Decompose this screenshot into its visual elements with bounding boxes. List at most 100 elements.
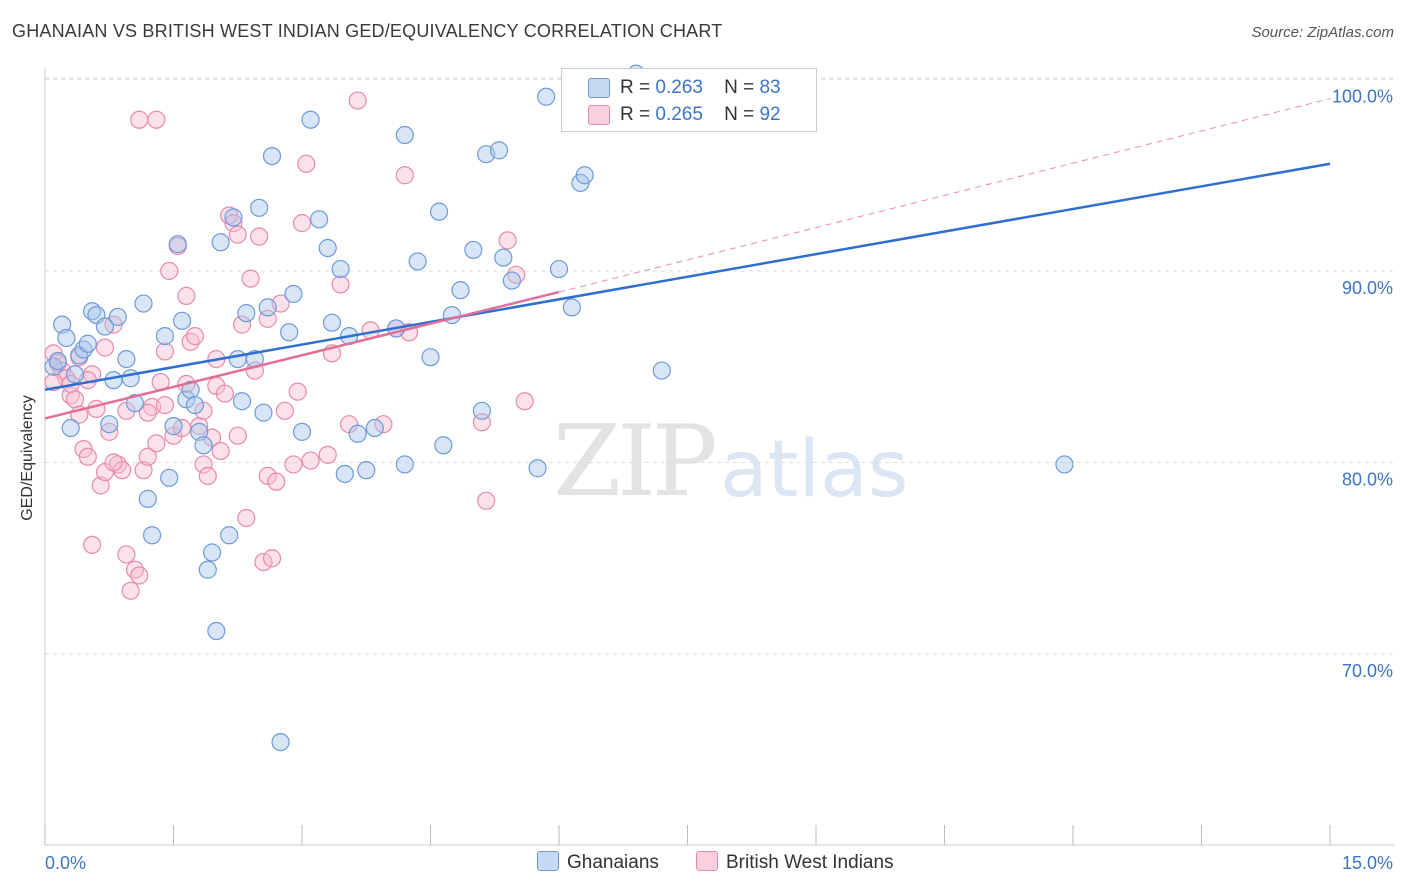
- bottom-legend-label-british-west-indians: British West Indians: [726, 852, 894, 873]
- data-point-ghanaians: [117, 349, 136, 369]
- british-west-indians-points: [44, 91, 534, 600]
- data-point-ghanaians: [211, 233, 230, 252]
- data-point-british-west-indians: [215, 384, 234, 403]
- data-point-ghanaians: [160, 468, 179, 487]
- x-tick-label: 0.0%: [45, 853, 86, 873]
- data-point-british-west-indians: [224, 214, 243, 233]
- data-point-ghanaians: [421, 348, 440, 367]
- data-point-british-west-indians: [95, 338, 115, 357]
- data-point-british-west-indians: [262, 549, 282, 568]
- data-point-ghanaians: [395, 125, 414, 145]
- data-point-ghanaians: [185, 395, 205, 415]
- data-point-ghanaians: [310, 210, 329, 229]
- trend-line-ghanaians: [44, 162, 1331, 391]
- data-point-british-west-indians: [284, 455, 303, 474]
- data-point-british-west-indians: [395, 166, 414, 185]
- legend-n-value-british-west-indians: 92: [759, 104, 781, 125]
- data-point-ghanaians: [220, 526, 239, 545]
- bottom-legend-british-west-indians[interactable]: British West Indians: [696, 851, 894, 874]
- bottom-legend-swatch-british-west-indians: [696, 851, 718, 871]
- data-point-ghanaians: [348, 424, 367, 443]
- data-point-ghanaians: [232, 392, 252, 411]
- data-point-british-west-indians: [241, 269, 260, 288]
- legend-n-value-ghanaians: 83: [759, 77, 781, 98]
- y-tick-label: 90.0%: [1342, 278, 1393, 298]
- data-point-ghanaians: [224, 208, 243, 227]
- data-point-ghanaians: [322, 313, 342, 332]
- data-point-british-west-indians: [297, 154, 316, 173]
- data-point-ghanaians: [138, 489, 157, 508]
- data-point-british-west-indians: [155, 395, 175, 415]
- chart-title: GHANAIAN VS BRITISH WEST INDIAN GED/EQUI…: [12, 21, 723, 41]
- data-point-ghanaians: [335, 464, 354, 484]
- bottom-legend-swatch-ghanaians: [537, 851, 559, 871]
- y-tick-label: 80.0%: [1342, 470, 1393, 490]
- data-point-british-west-indians: [211, 441, 230, 461]
- data-point-ghanaians: [494, 248, 513, 267]
- data-point-british-west-indians: [288, 382, 307, 401]
- data-point-ghanaians: [95, 317, 115, 336]
- bottom-legend-ghanaians[interactable]: Ghanaians: [537, 851, 659, 874]
- data-point-british-west-indians: [147, 434, 166, 453]
- axes: [44, 68, 1395, 846]
- data-point-ghanaians: [250, 198, 269, 217]
- data-point-ghanaians: [489, 141, 509, 160]
- data-point-british-west-indians: [100, 422, 119, 441]
- data-point-british-west-indians: [134, 461, 153, 480]
- ghanaians-points: [44, 64, 1074, 752]
- trend-line-british-west-indians-extension: [558, 98, 1331, 293]
- data-point-ghanaians: [207, 621, 226, 641]
- data-point-ghanaians: [194, 436, 213, 455]
- source-label: Source: ZipAtlas.com: [1251, 24, 1394, 41]
- watermark-atlas: atlas: [720, 425, 909, 515]
- data-point-ghanaians: [284, 284, 303, 304]
- data-point-british-west-indians: [130, 566, 149, 585]
- data-point-british-west-indians: [160, 261, 179, 281]
- data-point-ghanaians: [100, 415, 119, 434]
- legend-r-label: R =: [620, 77, 651, 98]
- data-point-british-west-indians: [83, 535, 102, 554]
- data-point-british-west-indians: [87, 399, 106, 418]
- data-point-british-west-indians: [65, 390, 85, 409]
- data-point-british-west-indians: [194, 455, 213, 474]
- data-point-ghanaians: [357, 461, 376, 480]
- data-point-british-west-indians: [267, 472, 286, 491]
- y-axis-label: GED/Equivalency: [19, 395, 36, 520]
- data-point-british-west-indians: [498, 231, 517, 250]
- data-point-ghanaians: [271, 732, 290, 752]
- data-point-ghanaians: [395, 455, 414, 474]
- data-point-british-west-indians: [138, 403, 157, 422]
- data-point-british-west-indians: [198, 466, 217, 486]
- data-point-ghanaians: [125, 394, 145, 413]
- data-point-british-west-indians: [515, 392, 534, 411]
- data-point-ghanaians: [53, 315, 72, 334]
- data-point-ghanaians: [528, 459, 547, 478]
- axis-labels: 70.0% 80.0% 90.0% 100.0% 0.0% 15.0% GED/Equiva…: [19, 87, 1393, 874]
- data-point-ghanaians: [142, 526, 162, 545]
- legend-r-value-british-west-indians: 0.265: [655, 104, 703, 125]
- data-point-ghanaians: [408, 252, 427, 271]
- data-point-ghanaians: [155, 327, 175, 346]
- data-point-ghanaians: [164, 417, 183, 436]
- data-point-ghanaians: [472, 401, 491, 420]
- data-point-british-west-indians: [250, 227, 269, 246]
- data-point-ghanaians: [198, 560, 217, 579]
- data-point-ghanaians: [190, 422, 209, 441]
- data-point-ghanaians: [429, 202, 449, 221]
- data-point-british-west-indians: [185, 327, 205, 346]
- data-point-ghanaians: [65, 365, 85, 384]
- data-point-british-west-indians: [130, 110, 149, 129]
- data-point-ghanaians: [1055, 455, 1074, 474]
- data-point-british-west-indians: [232, 315, 252, 334]
- data-point-ghanaians: [254, 403, 273, 422]
- y-tick-label: 70.0%: [1342, 661, 1393, 681]
- data-point-ghanaians: [331, 259, 350, 279]
- data-point-ghanaians: [168, 235, 187, 254]
- data-point-ghanaians: [61, 418, 80, 438]
- data-point-ghanaians: [172, 311, 192, 330]
- trend-line-british-west-indians: [44, 290, 560, 420]
- legend-n-label: N =: [724, 104, 755, 125]
- legend-swatch-ghanaians: [588, 78, 610, 98]
- watermark-zip: ZIP: [553, 405, 718, 519]
